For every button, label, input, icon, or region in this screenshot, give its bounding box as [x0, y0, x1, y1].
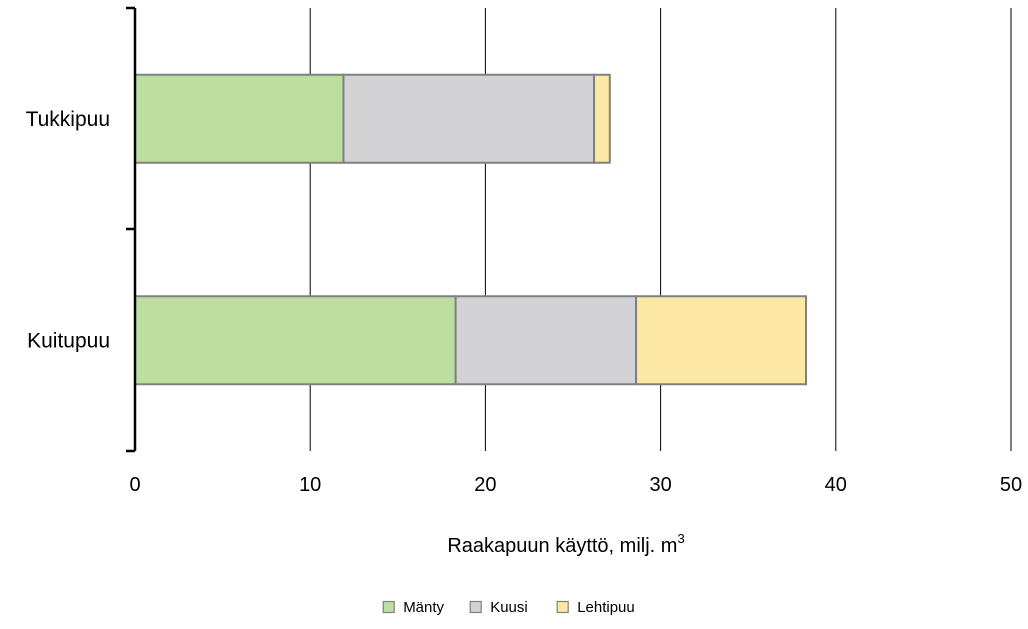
legend-label: Lehtipuu: [577, 599, 635, 616]
x-axis-title: Raakapuun käyttö, milj. m3: [447, 531, 684, 557]
legend-swatch: [383, 602, 394, 613]
x-tick-label: 40: [825, 474, 847, 496]
bar-segment: [135, 296, 456, 384]
bar-segment: [343, 75, 594, 163]
category-label: Tukkipuu: [26, 108, 110, 131]
bar-segment: [594, 75, 610, 163]
x-tick-label: 50: [1000, 474, 1022, 496]
x-tick-labels: 0 10 20 30 40 50: [129, 474, 1022, 496]
x-tick-label: 20: [474, 474, 496, 496]
bar-segment: [456, 296, 636, 384]
bars: [135, 75, 806, 385]
bar-segment: [636, 296, 806, 384]
legend-label: Mänty: [403, 599, 444, 616]
x-tick-label: 0: [129, 474, 140, 496]
legend: Mänty Kuusi Lehtipuu: [383, 599, 635, 616]
bar-segment: [135, 75, 343, 163]
x-axis-title-text: Raakapuun käyttö, milj. m: [447, 535, 677, 557]
category-labels: Tukkipuu Kuitupuu: [26, 108, 110, 353]
x-tick-label: 30: [649, 474, 671, 496]
legend-swatch: [557, 602, 568, 613]
legend-label: Kuusi: [490, 599, 528, 616]
legend-swatch: [470, 602, 481, 613]
category-label: Kuitupuu: [27, 329, 110, 352]
y-axis: [126, 8, 135, 451]
x-tick-label: 10: [299, 474, 321, 496]
x-axis-title-superscript: 3: [677, 531, 684, 546]
